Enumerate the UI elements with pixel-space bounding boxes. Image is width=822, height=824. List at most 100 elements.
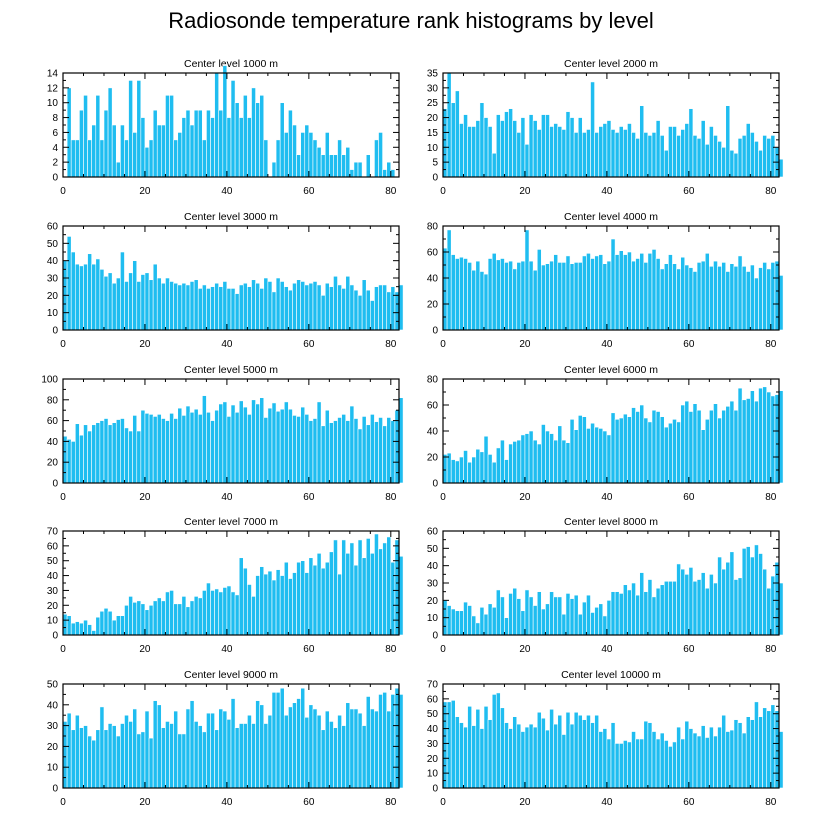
histogram-bar: [242, 567, 248, 636]
histogram-bar: [87, 139, 92, 178]
histogram-bar: [659, 584, 665, 636]
histogram-bar: [202, 395, 207, 484]
histogram-bar: [524, 144, 530, 178]
x-tick-label: 80: [765, 644, 777, 655]
histogram-bar: [165, 721, 170, 789]
histogram-bar: [152, 600, 158, 636]
histogram-bar: [618, 417, 624, 484]
histogram-bar: [704, 587, 710, 636]
histogram-bar: [778, 582, 784, 636]
histogram-bar: [189, 124, 195, 178]
histogram-bar: [378, 284, 383, 331]
histogram-bar: [370, 300, 375, 331]
y-tick-label: 10: [47, 98, 59, 109]
histogram-bar: [173, 139, 179, 178]
histogram-bar: [692, 135, 698, 178]
histogram-bar: [341, 288, 347, 331]
histogram-bar: [504, 617, 509, 636]
histogram-bar: [750, 719, 755, 789]
x-tick-label: 60: [303, 186, 315, 197]
histogram-bar: [103, 275, 109, 331]
histogram-bar: [680, 738, 686, 789]
histogram-bar: [745, 271, 751, 331]
histogram-bar: [594, 426, 600, 484]
histogram-bar: [594, 714, 600, 789]
histogram-bar: [374, 710, 379, 789]
histogram-bar: [115, 735, 121, 789]
histogram-bar: [594, 255, 600, 331]
histogram-bar: [704, 253, 710, 331]
histogram-bar: [107, 272, 113, 331]
x-tick-label: 40: [601, 492, 613, 503]
histogram-bar: [161, 600, 166, 636]
histogram-bar: [561, 734, 567, 789]
y-tick-label: 60: [427, 401, 439, 412]
histogram-bar: [700, 429, 706, 484]
y-tick-label: 20: [427, 300, 439, 311]
panel-title: Center level 2000 m: [564, 58, 658, 70]
histogram-bar: [598, 731, 604, 789]
histogram-bar: [251, 399, 256, 484]
histogram-bar: [386, 710, 392, 789]
histogram-bar: [729, 149, 735, 178]
histogram-bar: [304, 716, 310, 789]
histogram-bar: [271, 161, 277, 178]
histogram-bar: [672, 126, 677, 178]
histogram-bar: [700, 120, 706, 178]
histogram-bar: [668, 746, 673, 789]
y-tick-label: 60: [427, 694, 439, 705]
histogram-bar: [614, 132, 620, 178]
histogram-bar: [655, 587, 661, 636]
histogram-bar: [386, 291, 392, 331]
histogram-bar: [688, 728, 694, 789]
histogram-bar: [107, 87, 113, 178]
y-tick-label: 60: [47, 222, 59, 233]
histogram-bar: [610, 238, 616, 331]
histogram-bar: [643, 591, 649, 636]
histogram-bar: [676, 421, 681, 484]
histogram-bar: [516, 262, 522, 331]
histogram-bar: [467, 262, 472, 331]
histogram-bar: [627, 741, 632, 789]
histogram-bar: [390, 169, 396, 178]
histogram-bar: [741, 548, 747, 636]
histogram-bar: [692, 403, 698, 484]
histogram-bar: [475, 260, 481, 331]
histogram-bar: [692, 580, 698, 636]
histogram-bar: [446, 605, 452, 636]
y-tick-label: 20: [427, 453, 439, 464]
x-tick-label: 20: [139, 186, 151, 197]
histogram-bar: [79, 622, 84, 636]
y-tick-label: 10: [47, 763, 59, 774]
histogram-bar: [189, 700, 195, 789]
histogram-bar: [729, 263, 735, 331]
histogram-bar: [541, 424, 546, 484]
histogram-bar: [565, 711, 571, 789]
histogram-bar: [688, 567, 694, 636]
histogram-bar: [333, 275, 338, 331]
histogram-bar: [491, 461, 497, 484]
histogram-bar: [144, 146, 150, 178]
histogram-bar: [733, 409, 739, 484]
histogram-bar: [365, 696, 371, 789]
histogram-bar: [226, 288, 232, 331]
histogram-bar: [357, 428, 363, 484]
histogram-bar: [717, 265, 722, 331]
y-tick-label: 40: [47, 700, 59, 711]
histogram-bar: [668, 254, 673, 331]
histogram-bar: [259, 704, 265, 789]
histogram-bar: [181, 282, 187, 331]
histogram-bar: [312, 418, 318, 484]
histogram-bar: [345, 275, 351, 331]
histogram-bar: [394, 291, 400, 331]
histogram-bar: [717, 726, 722, 789]
histogram-bar: [242, 94, 248, 178]
histogram-bar: [618, 593, 624, 636]
x-tick-label: 40: [601, 186, 613, 197]
histogram-bar: [132, 708, 138, 789]
histogram-bar: [226, 416, 232, 484]
histogram-bar: [778, 390, 784, 484]
histogram-bar: [275, 139, 281, 178]
x-tick-label: 0: [60, 339, 66, 350]
histogram-bar: [87, 253, 92, 331]
